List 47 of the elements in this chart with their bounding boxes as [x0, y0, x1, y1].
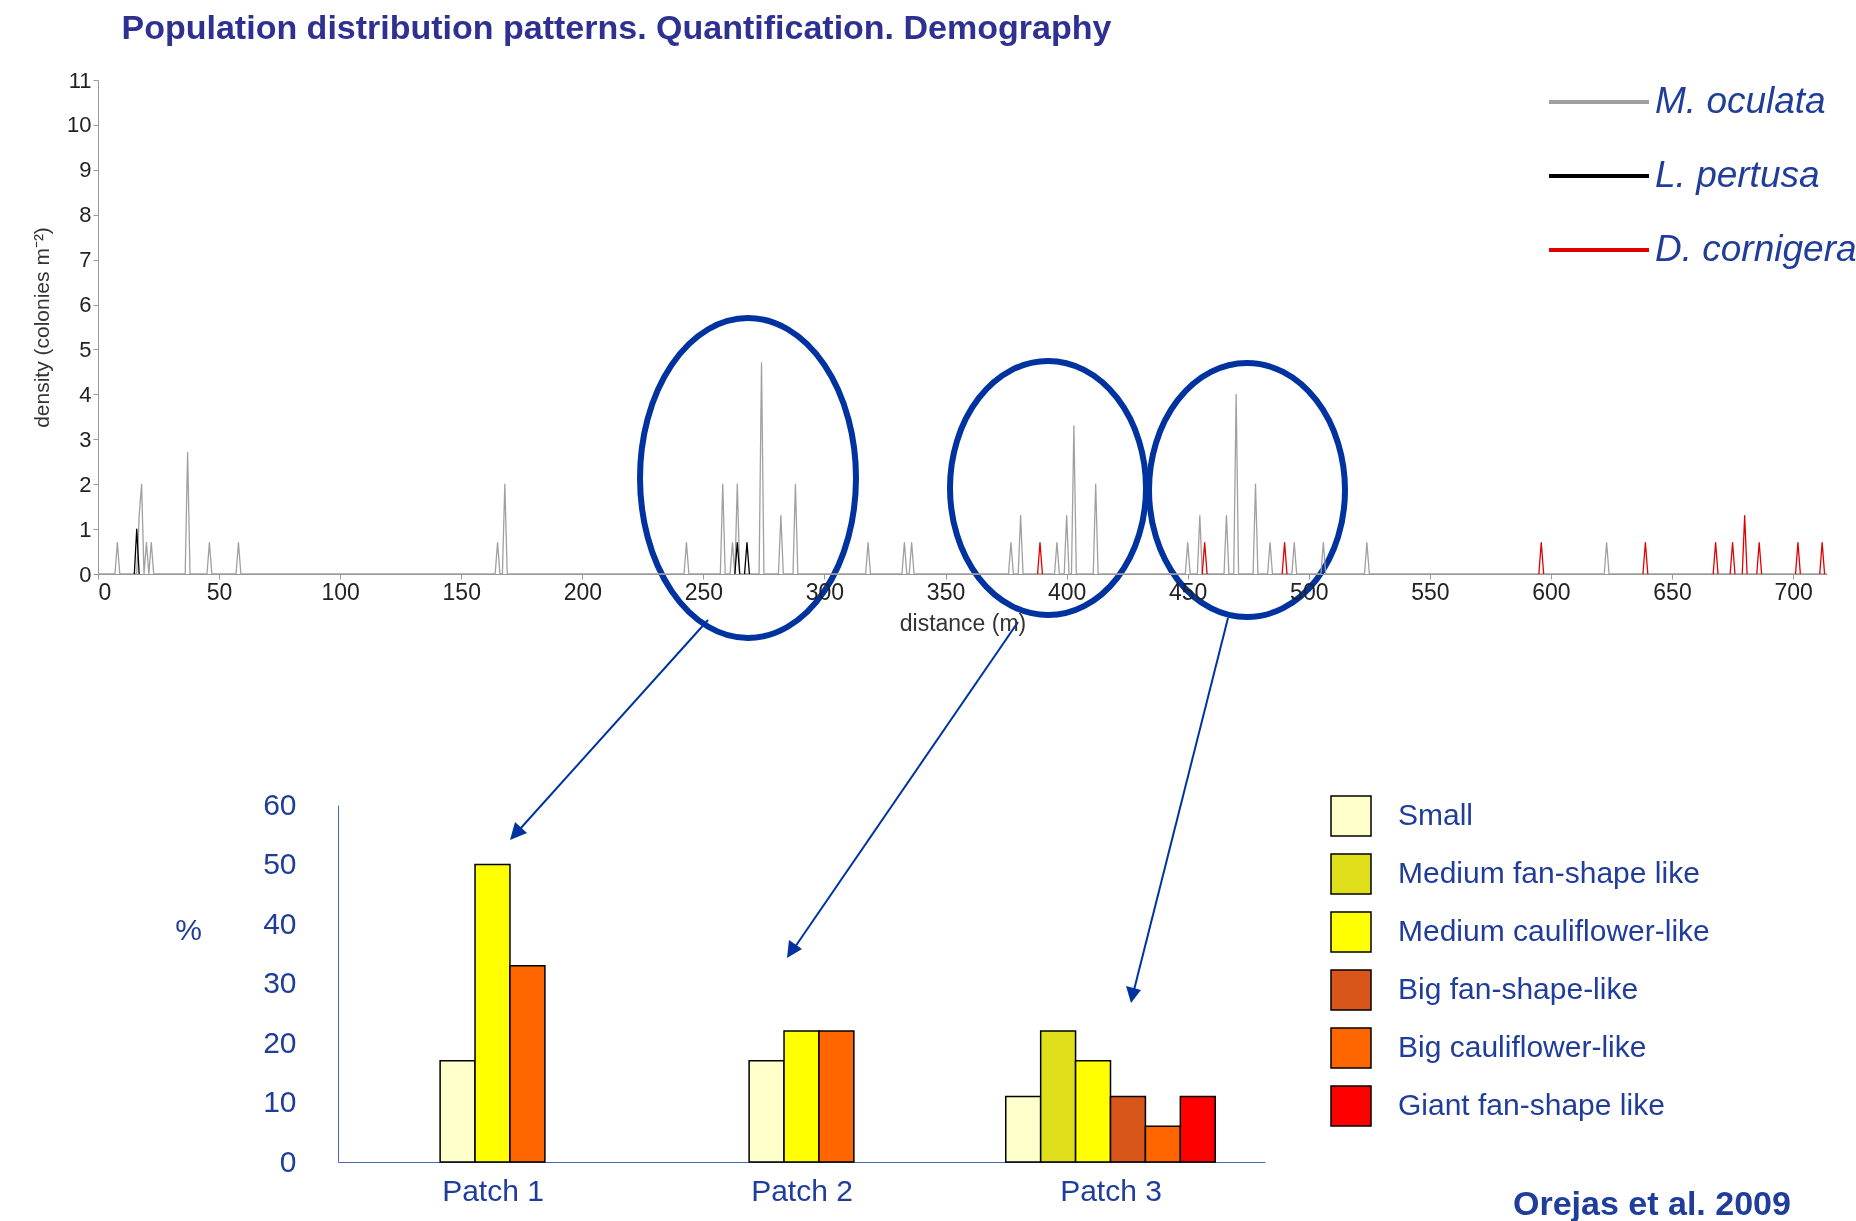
y-tick-label: 7	[79, 247, 92, 273]
x-tick-label: 250	[684, 578, 724, 605]
x-tick-label: 550	[1411, 578, 1450, 605]
x-tick-label: Patch 3	[1060, 1173, 1162, 1207]
legend-label: Small	[1398, 798, 1474, 831]
legend-label: L. pertusa	[1655, 154, 1820, 195]
x-tick-label: 400	[1047, 578, 1087, 605]
legend-label: Big fan-shape-like	[1398, 972, 1639, 1005]
x-tick-label: Patch 1	[442, 1173, 544, 1207]
y-tick-label: 0	[279, 1144, 297, 1178]
y-tick-label: 4	[79, 381, 92, 407]
x-tick-label: 650	[1653, 578, 1692, 605]
y-tick-label: 3	[79, 426, 92, 452]
legend-label: Big cauliflower-like	[1398, 1030, 1647, 1063]
y-axis-title: %	[175, 912, 202, 946]
x-tick-label: 350	[926, 578, 966, 605]
y-tick-label: 40	[263, 906, 297, 940]
x-tick-label: 600	[1532, 578, 1571, 605]
y-tick-label: 2	[79, 471, 92, 497]
x-tick-label: 50	[206, 578, 233, 605]
chart-title: Population distribution patterns. Quantification. Demography	[121, 8, 1112, 46]
y-tick-label: 30	[263, 966, 297, 999]
y-tick-label: 60	[263, 787, 297, 821]
legend-label: Giant fan-shape like	[1398, 1088, 1665, 1121]
y-tick-label: 10	[67, 112, 92, 138]
y-axis-title: density (colonies m⁻²)	[30, 227, 54, 428]
legend-label: Medium cauliflower-like	[1398, 914, 1710, 947]
y-tick-label: 11	[68, 67, 92, 93]
x-tick-label: Patch 2	[751, 1173, 853, 1207]
x-tick-label: 150	[442, 578, 481, 605]
y-tick-label: 20	[263, 1025, 297, 1059]
y-tick-label: 6	[79, 292, 92, 318]
y-tick-label: 5	[79, 336, 92, 362]
x-tick-label: 200	[563, 578, 602, 605]
y-tick-label: 9	[79, 157, 92, 183]
legend-label: Medium fan-shape like	[1398, 856, 1700, 889]
y-tick-label: 8	[79, 202, 92, 228]
x-axis-title: distance (m)	[899, 609, 1027, 636]
y-tick-label: 1	[79, 516, 92, 542]
legend-label: D. cornigera	[1655, 228, 1856, 269]
y-tick-label: 50	[263, 847, 297, 880]
legend-label: M. oculata	[1655, 80, 1826, 121]
x-tick-label: 100	[321, 578, 360, 605]
y-tick-label: 0	[79, 561, 92, 587]
y-tick-label: 10	[263, 1085, 297, 1118]
x-tick-label: 700	[1774, 578, 1813, 605]
x-tick-label: 0	[98, 578, 112, 605]
